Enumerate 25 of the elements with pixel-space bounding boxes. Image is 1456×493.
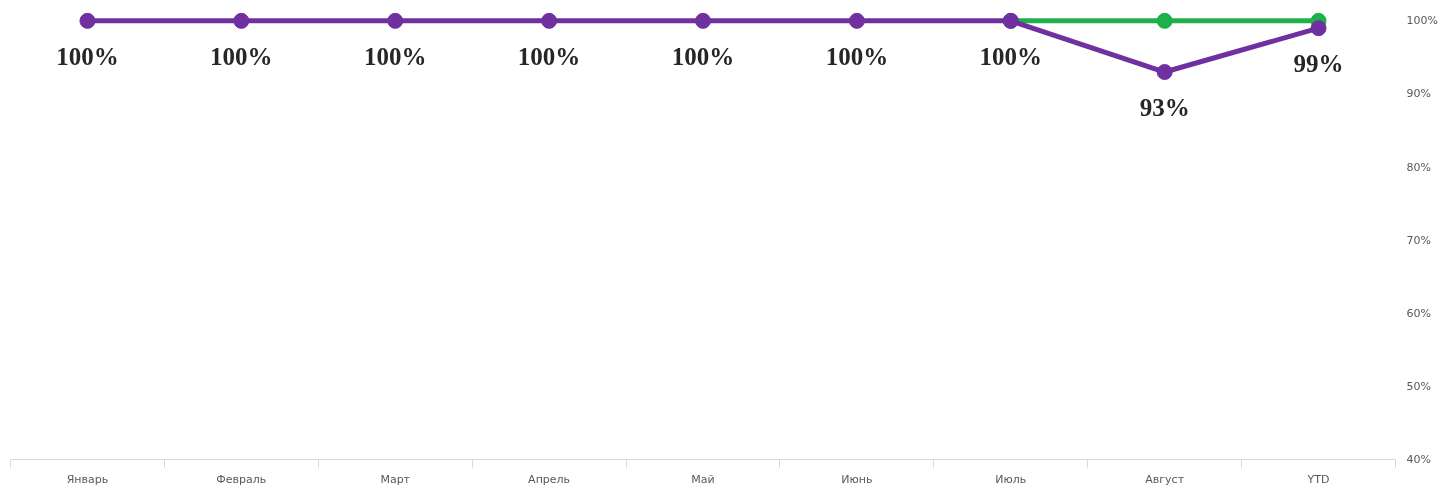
data-label: 100% bbox=[671, 42, 735, 70]
data-label: 100% bbox=[825, 42, 889, 70]
y-tick-label: 40% bbox=[1406, 453, 1431, 466]
y-tick-label: 100% bbox=[1406, 14, 1438, 28]
x-tick-label: Июнь bbox=[841, 472, 873, 486]
x-tick-label: Август bbox=[1145, 472, 1185, 486]
y-tick-label: 50% bbox=[1406, 379, 1431, 393]
y-tick-label: 90% bbox=[1406, 87, 1431, 101]
x-tick-label: Май bbox=[691, 472, 715, 486]
x-tick-label: Март bbox=[380, 472, 411, 486]
data-label: 100% bbox=[363, 42, 427, 70]
y-tick-label: 60% bbox=[1406, 306, 1431, 320]
x-tick-label: YTD bbox=[1306, 472, 1330, 486]
x-tick-label: Июль bbox=[995, 472, 1027, 486]
x-tick-label: Апрель bbox=[528, 472, 571, 486]
data-label: 100% bbox=[56, 42, 119, 70]
y-tick-label: 80% bbox=[1406, 160, 1431, 174]
data-label: 100% bbox=[979, 42, 1043, 70]
data-label: 99% bbox=[1293, 50, 1344, 78]
data-label: 100% bbox=[517, 42, 581, 70]
y-tick-label: 70% bbox=[1406, 233, 1431, 247]
x-tick-label: Февраль bbox=[216, 472, 267, 486]
x-tick-label: Январь bbox=[66, 472, 109, 486]
data-label: 100% bbox=[210, 42, 273, 70]
data-label: 93% bbox=[1139, 94, 1190, 122]
